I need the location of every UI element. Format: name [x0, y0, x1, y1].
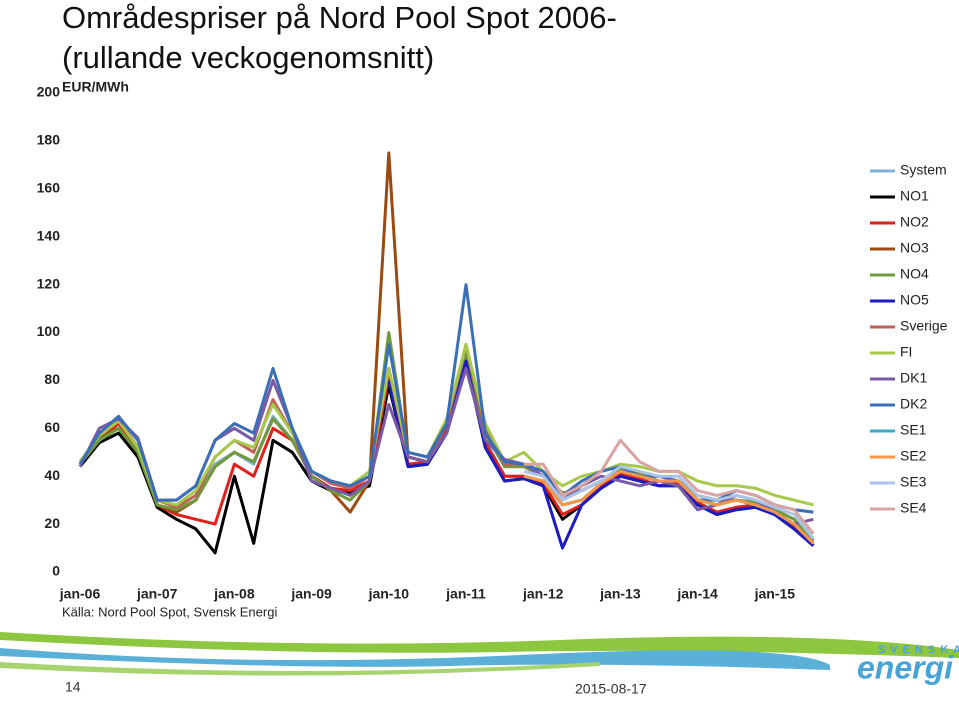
- legend-label: NO1: [900, 188, 929, 204]
- series-line: [523, 469, 815, 545]
- series-line: [523, 465, 815, 540]
- x-tick-label: jan-06: [59, 586, 101, 602]
- y-tick-label: 100: [37, 323, 61, 339]
- y-axis-label: EUR/MWh: [62, 79, 129, 95]
- y-tick-label: 60: [44, 419, 60, 435]
- chart-title: Områdespriser på Nord Pool Spot 2006-: [62, 0, 617, 35]
- legend-label: Sverige: [900, 318, 948, 334]
- logo-top: SVENSKA: [878, 644, 959, 656]
- x-tick-label: jan-15: [754, 586, 796, 602]
- y-tick-label: 20: [44, 515, 60, 531]
- x-tick-label: jan-07: [136, 586, 178, 602]
- legend-label: NO5: [900, 292, 929, 308]
- legend-label: SE1: [900, 422, 927, 438]
- series-line: [78, 359, 815, 555]
- y-tick-label: 40: [44, 467, 60, 483]
- series-line: [78, 354, 815, 545]
- y-tick-label: 0: [52, 563, 60, 579]
- legend-label: DK2: [900, 396, 927, 412]
- logo: energi: [857, 649, 954, 685]
- legend-label: SE2: [900, 448, 927, 464]
- y-tick-label: 200: [37, 84, 61, 100]
- legend-label: DK1: [900, 370, 927, 386]
- date: 2015-08-17: [575, 681, 647, 697]
- legend-label: FI: [900, 344, 912, 360]
- x-tick-label: jan-14: [676, 586, 718, 602]
- legend-label: NO4: [900, 266, 929, 282]
- legend-label: System: [900, 162, 947, 178]
- source: Källa: Nord Pool Spot, Svensk Energi: [62, 604, 277, 619]
- x-tick-label: jan-12: [522, 586, 564, 602]
- series-line: [78, 354, 815, 545]
- legend-label: SE3: [900, 474, 927, 490]
- y-tick-label: 140: [37, 227, 61, 243]
- y-tick-label: 180: [37, 132, 61, 148]
- page-number: 14: [65, 679, 81, 695]
- legend-label: SE4: [900, 500, 927, 516]
- decoration: [0, 632, 959, 676]
- chart-title: (rullande veckogenomsnitt): [62, 40, 434, 75]
- legend-label: NO2: [900, 214, 929, 230]
- x-tick-label: jan-13: [599, 586, 641, 602]
- series-line: [523, 438, 815, 535]
- y-tick-label: 80: [44, 371, 60, 387]
- x-tick-label: jan-09: [290, 586, 332, 602]
- series-line: [78, 283, 814, 514]
- y-tick-label: 120: [37, 275, 61, 291]
- legend-label: NO3: [900, 240, 929, 256]
- x-tick-label: jan-11: [445, 586, 486, 602]
- x-tick-label: jan-08: [213, 586, 255, 602]
- y-tick-label: 160: [37, 180, 61, 196]
- x-tick-label: jan-10: [368, 586, 410, 602]
